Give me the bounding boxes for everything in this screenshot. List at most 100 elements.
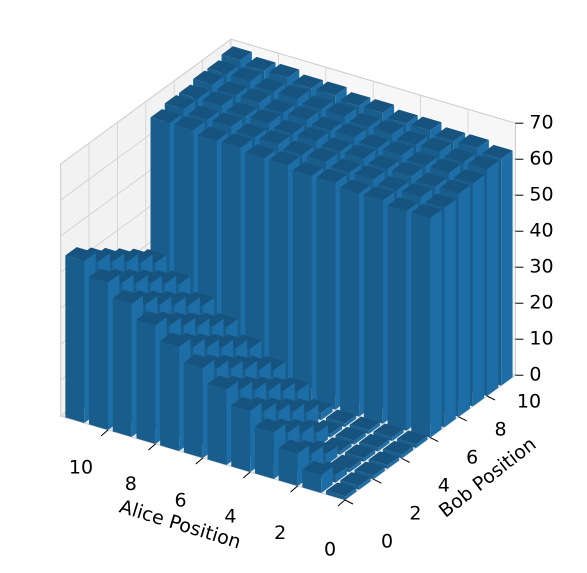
bar-face — [231, 67, 262, 82]
bar-face — [292, 161, 324, 176]
bar — [397, 430, 428, 448]
bar — [359, 433, 390, 452]
bar-face — [65, 255, 85, 423]
bar-face — [387, 109, 418, 124]
grid-line — [230, 38, 516, 124]
bar-face — [250, 109, 281, 124]
bar-face — [382, 440, 414, 455]
bar-face — [430, 209, 442, 438]
x-tick-label: 2 — [274, 522, 286, 544]
z-tick-label: 50 — [529, 184, 553, 206]
bar-face — [349, 113, 380, 127]
bar-face — [221, 46, 252, 61]
z-tick-label: 30 — [529, 256, 553, 278]
x-tick-label: 10 — [69, 457, 93, 479]
bar-face — [340, 92, 371, 106]
bar-face — [231, 405, 251, 472]
bar-face — [373, 423, 404, 438]
y-tick — [486, 395, 496, 401]
x-tick — [100, 429, 109, 437]
bar-face — [326, 490, 345, 500]
bar-face — [207, 383, 227, 465]
bar-face — [245, 144, 276, 159]
bar-face — [292, 170, 312, 403]
y-axis-label: Bob Position — [435, 433, 541, 522]
bar-face — [183, 354, 215, 368]
bar-face — [226, 102, 257, 117]
bar-face — [349, 460, 362, 473]
bar-face — [359, 477, 371, 490]
bar-face — [363, 99, 395, 113]
bar — [373, 423, 404, 441]
bar-face — [354, 165, 385, 180]
bar-face — [373, 120, 404, 134]
bar-face — [368, 422, 380, 434]
x-tick — [337, 499, 346, 507]
bar-face — [197, 126, 229, 141]
bar-face — [340, 480, 360, 490]
bar — [382, 440, 414, 459]
bar-face — [188, 105, 219, 120]
bar-face — [183, 362, 203, 458]
grid-line — [60, 38, 232, 165]
bar-face — [112, 298, 132, 437]
bar — [231, 396, 262, 472]
bar — [302, 461, 333, 493]
bar-face — [245, 152, 265, 389]
y-tick-label: 0 — [381, 531, 393, 553]
bar-face — [345, 488, 357, 500]
bar-face — [501, 150, 513, 386]
bar-face — [416, 436, 428, 448]
bar — [368, 451, 399, 469]
bar-face — [340, 187, 360, 417]
bar-face — [363, 194, 383, 424]
bar-face — [254, 77, 286, 92]
bar-face — [373, 431, 393, 441]
bar — [326, 482, 357, 500]
bar-face — [65, 247, 96, 261]
bar-face — [359, 134, 390, 148]
bar-face — [411, 116, 442, 131]
bar-face — [207, 375, 238, 390]
x-tick-label: 8 — [125, 473, 137, 495]
bar — [354, 461, 385, 480]
bar — [335, 426, 366, 445]
bar-face — [326, 482, 357, 497]
bar-face — [335, 435, 355, 445]
x-tick — [195, 457, 204, 465]
bar-face — [344, 444, 376, 459]
bar-face — [368, 459, 388, 469]
bar-face — [434, 127, 466, 142]
bar — [411, 204, 442, 438]
bar-face — [273, 119, 305, 134]
bar-face — [420, 137, 451, 152]
bar-face — [235, 123, 267, 138]
bar-face — [254, 426, 274, 479]
bar-face — [112, 289, 144, 304]
x-tick — [242, 471, 251, 479]
bar-face — [444, 199, 456, 428]
bar-face — [382, 449, 402, 459]
bar-face — [363, 449, 376, 462]
y-tick-label: 8 — [495, 419, 507, 441]
bar-face — [335, 467, 347, 483]
bar-face — [221, 133, 252, 148]
z-tick-label: 60 — [529, 148, 553, 170]
bar-face — [321, 466, 333, 493]
bar-face — [392, 162, 423, 176]
bar-face — [411, 212, 431, 438]
bar-face — [359, 433, 390, 448]
bar-face — [349, 424, 369, 434]
bar — [349, 416, 380, 434]
bar-face — [354, 432, 366, 445]
bar-face — [321, 404, 333, 420]
bar-face — [268, 63, 300, 78]
bar-face — [302, 461, 333, 475]
bar-face — [89, 276, 108, 430]
bar-face — [259, 130, 290, 145]
bar-face — [193, 70, 224, 85]
z-tick-label: 40 — [529, 220, 553, 242]
bar — [325, 409, 357, 427]
bar-face — [363, 186, 395, 201]
